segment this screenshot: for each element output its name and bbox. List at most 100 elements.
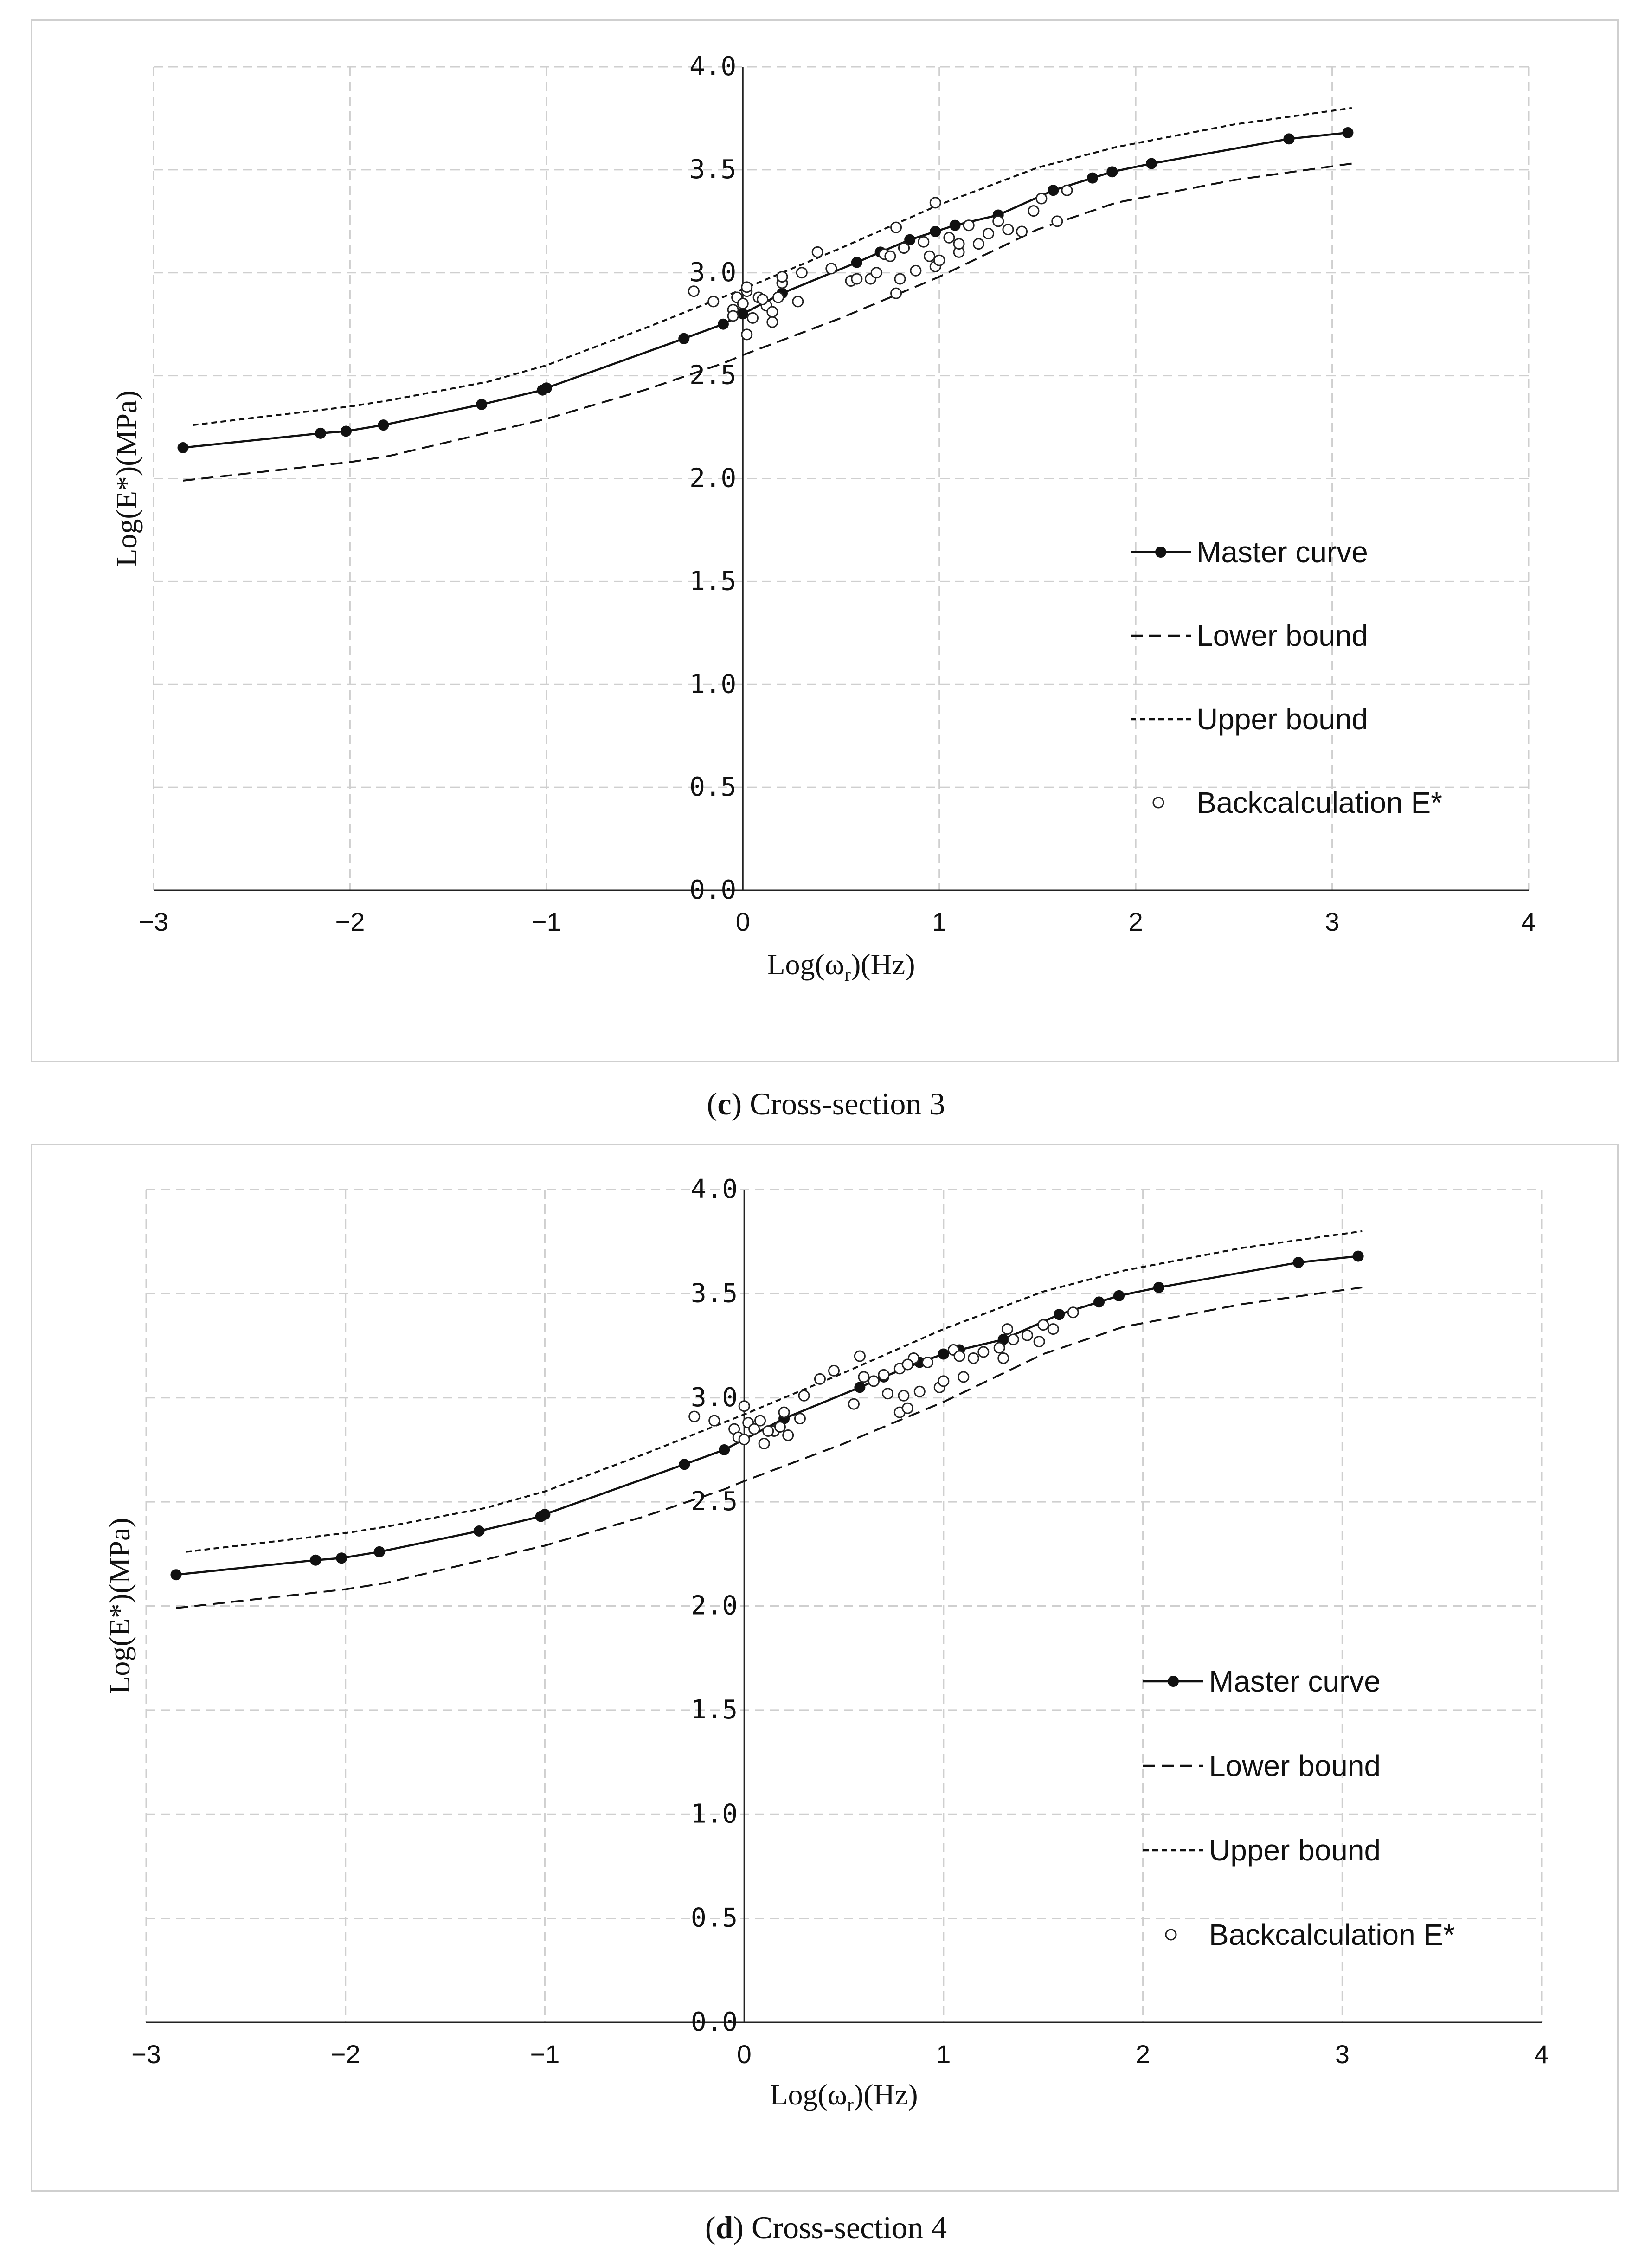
backcalc-point xyxy=(1016,225,1028,238)
x-tick-label: 2 xyxy=(1136,2040,1150,2069)
master-curve-point xyxy=(473,1525,485,1537)
x-tick-label: 0 xyxy=(736,907,750,936)
master-curve-point xyxy=(1283,133,1295,145)
backcalc-point xyxy=(953,1350,965,1362)
backcalc-point xyxy=(1007,1333,1019,1345)
backcalc-point xyxy=(858,1371,870,1383)
backcalc-point xyxy=(796,267,808,279)
y-tick-label: 2.0 xyxy=(689,463,736,494)
backcalc-point xyxy=(688,1410,701,1422)
y-axis-label: Log(E*)(MPa) xyxy=(110,390,143,566)
backcalc-point xyxy=(1067,1306,1079,1319)
backcalc-point xyxy=(708,1415,720,1427)
master-curve-point xyxy=(1048,185,1059,196)
backcalc-point xyxy=(748,1423,760,1435)
backcalc-point xyxy=(868,1375,880,1387)
backcalc-point xyxy=(898,242,910,254)
backcalc-point xyxy=(977,1346,990,1358)
legend-backcalc-symbol xyxy=(1165,1929,1177,1941)
lower-bound-line xyxy=(183,162,1352,482)
backcalc-point xyxy=(754,1415,766,1427)
backcalc-point xyxy=(707,296,720,308)
y-tick-label: 0.0 xyxy=(689,875,736,905)
master-curve-point xyxy=(170,1569,182,1581)
master-curve-line xyxy=(183,131,1348,449)
master-curve-point xyxy=(949,219,961,231)
x-tick-label: 1 xyxy=(936,2040,951,2069)
backcalc-point xyxy=(1051,215,1063,227)
backcalc-point xyxy=(811,246,823,258)
x-tick-label: −3 xyxy=(131,2040,161,2069)
backcalc-point xyxy=(894,273,906,285)
y-tick-label: 4.0 xyxy=(689,51,736,82)
lower-bound-line xyxy=(176,1286,1363,1609)
y-tick-label: 4.0 xyxy=(691,1174,738,1204)
backcalc-point xyxy=(943,232,955,244)
legend-master-label: Master curve xyxy=(1209,1665,1381,1698)
master-curve-point xyxy=(1086,172,1098,184)
y-tick-label: 3.0 xyxy=(689,257,736,288)
y-tick-label: 3.5 xyxy=(691,1278,738,1308)
backcalc-point xyxy=(688,285,700,297)
backcalc-point xyxy=(983,227,995,239)
master-curve-point xyxy=(930,226,941,237)
y-tick-label: 3.0 xyxy=(691,1383,738,1413)
y-tick-label: 2.5 xyxy=(689,360,736,391)
backcalc-point xyxy=(738,1434,750,1445)
x-axis-label-tail: )(Hz) xyxy=(851,948,915,981)
master-curve-point xyxy=(373,1546,385,1557)
master-curve-point xyxy=(1093,1296,1105,1308)
x-tick-label: 4 xyxy=(1521,907,1536,936)
x-tick-label: 0 xyxy=(737,2040,752,2069)
master-curve-line xyxy=(176,1255,1358,1576)
y-tick-label: 3.5 xyxy=(689,154,736,185)
y-tick-label: 1.5 xyxy=(689,566,736,596)
backcalc-point xyxy=(1035,193,1048,205)
y-tick-label: 1.0 xyxy=(689,669,736,699)
x-tick-label: −1 xyxy=(532,907,561,936)
x-axis-label-main: Log(ω xyxy=(770,2078,847,2111)
caption-c-text: Cross-section 3 xyxy=(750,1086,945,1121)
master-curve-point xyxy=(851,257,862,268)
backcalc-point xyxy=(878,1369,890,1381)
master-curve-point xyxy=(378,419,389,431)
backcalc-point xyxy=(910,264,922,277)
master-curve-point xyxy=(1106,166,1118,178)
backcalc-point xyxy=(738,1400,750,1412)
y-tick-label: 2.0 xyxy=(691,1591,738,1621)
caption-d: (d) Cross-section 4 xyxy=(705,2210,947,2245)
x-tick-label: 4 xyxy=(1534,2040,1549,2069)
legend-backcalc-symbol xyxy=(1152,797,1164,809)
master-curve-point xyxy=(1342,127,1354,138)
x-axis-label-tail: )(Hz) xyxy=(854,2078,918,2111)
x-tick-label: −2 xyxy=(335,907,365,936)
legend-upper-label: Upper bound xyxy=(1209,1834,1381,1867)
legend-backcalc-label: Backcalculation E* xyxy=(1196,786,1442,819)
backcalc-point xyxy=(1021,1329,1033,1341)
backcalc-point xyxy=(918,236,930,248)
backcalc-point xyxy=(1047,1323,1059,1335)
legend-lower-label: Lower bound xyxy=(1209,1749,1381,1782)
master-curve-point xyxy=(1153,1281,1164,1293)
backcalc-point xyxy=(913,1385,926,1397)
master-curve-point xyxy=(539,1509,551,1520)
backcalc-point xyxy=(890,287,902,299)
legend-lower-label: Lower bound xyxy=(1196,619,1368,652)
backcalc-point xyxy=(958,1371,970,1383)
backcalc-point xyxy=(992,215,1004,227)
backcalc-point xyxy=(782,1429,794,1441)
x-tick-label: 1 xyxy=(932,907,946,936)
backcalc-point xyxy=(854,1350,866,1362)
master-curve-point xyxy=(1113,1290,1125,1301)
backcalc-point xyxy=(1061,184,1073,196)
backcalc-point xyxy=(929,197,941,209)
master-curve-point xyxy=(679,1459,690,1470)
backcalc-point xyxy=(792,296,804,308)
master-curve-point xyxy=(177,442,189,453)
backcalc-point xyxy=(1028,205,1040,217)
backcalc-point xyxy=(993,1342,1005,1354)
backcalc-point xyxy=(828,1364,840,1377)
y-tick-label: 2.5 xyxy=(691,1486,738,1517)
backcalc-point xyxy=(778,1406,790,1418)
backcalc-point xyxy=(884,250,896,262)
